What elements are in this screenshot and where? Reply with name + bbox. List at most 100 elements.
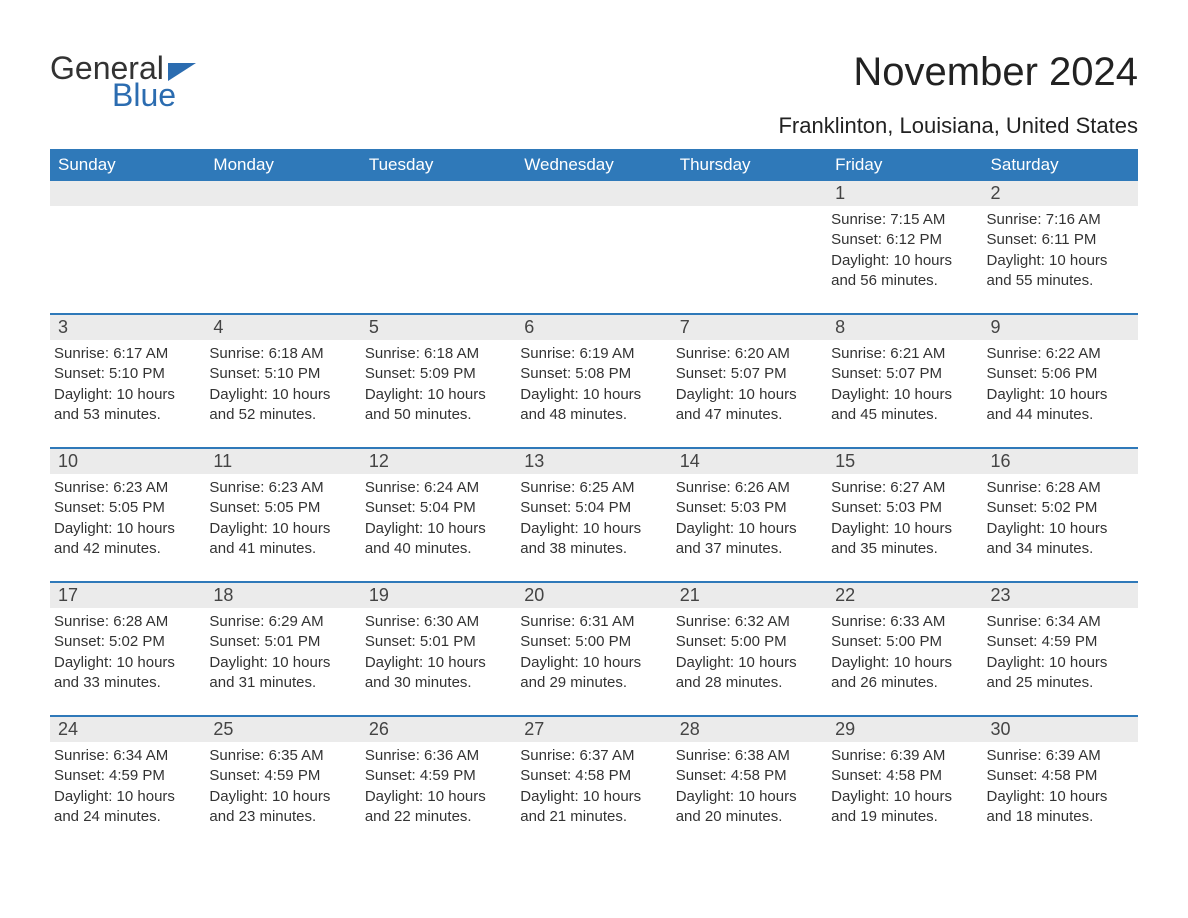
day-details: Sunrise: 6:34 AMSunset: 4:59 PMDaylight:… — [50, 742, 205, 831]
calendar-week-row: 10Sunrise: 6:23 AMSunset: 5:05 PMDayligh… — [50, 447, 1138, 567]
day-number: 7 — [672, 315, 827, 340]
daylight-text: Daylight: 10 hours and 18 minutes. — [987, 787, 1134, 828]
weekday-header-cell: Monday — [205, 149, 360, 181]
daylight-text: Daylight: 10 hours and 34 minutes. — [987, 519, 1134, 560]
sunset-text: Sunset: 5:04 PM — [365, 498, 512, 518]
calendar-day-cell: 2Sunrise: 7:16 AMSunset: 6:11 PMDaylight… — [983, 181, 1138, 299]
sunrise-text: Sunrise: 6:21 AM — [831, 344, 978, 364]
sunset-text: Sunset: 4:59 PM — [365, 766, 512, 786]
day-details — [672, 206, 827, 214]
sunrise-text: Sunrise: 6:27 AM — [831, 478, 978, 498]
day-details: Sunrise: 6:36 AMSunset: 4:59 PMDaylight:… — [361, 742, 516, 831]
sunrise-text: Sunrise: 6:38 AM — [676, 746, 823, 766]
sunset-text: Sunset: 5:00 PM — [676, 632, 823, 652]
day-details: Sunrise: 6:33 AMSunset: 5:00 PMDaylight:… — [827, 608, 982, 697]
daylight-text: Daylight: 10 hours and 21 minutes. — [520, 787, 667, 828]
sunset-text: Sunset: 4:59 PM — [987, 632, 1134, 652]
calendar-day-cell: 25Sunrise: 6:35 AMSunset: 4:59 PMDayligh… — [205, 717, 360, 835]
calendar-day-cell: 14Sunrise: 6:26 AMSunset: 5:03 PMDayligh… — [672, 449, 827, 567]
daylight-text: Daylight: 10 hours and 33 minutes. — [54, 653, 201, 694]
sunset-text: Sunset: 6:11 PM — [987, 230, 1134, 250]
sunset-text: Sunset: 4:58 PM — [987, 766, 1134, 786]
day-details: Sunrise: 6:21 AMSunset: 5:07 PMDaylight:… — [827, 340, 982, 429]
weekday-header-cell: Friday — [827, 149, 982, 181]
sunset-text: Sunset: 5:05 PM — [54, 498, 201, 518]
daylight-text: Daylight: 10 hours and 19 minutes. — [831, 787, 978, 828]
sunset-text: Sunset: 5:07 PM — [676, 364, 823, 384]
daylight-text: Daylight: 10 hours and 24 minutes. — [54, 787, 201, 828]
day-number: 24 — [50, 717, 205, 742]
calendar-day-cell: 26Sunrise: 6:36 AMSunset: 4:59 PMDayligh… — [361, 717, 516, 835]
calendar-day-cell — [361, 181, 516, 299]
sunrise-text: Sunrise: 6:30 AM — [365, 612, 512, 632]
day-details: Sunrise: 6:31 AMSunset: 5:00 PMDaylight:… — [516, 608, 671, 697]
sunset-text: Sunset: 4:58 PM — [831, 766, 978, 786]
sunset-text: Sunset: 4:58 PM — [520, 766, 667, 786]
day-details: Sunrise: 6:29 AMSunset: 5:01 PMDaylight:… — [205, 608, 360, 697]
day-details: Sunrise: 6:39 AMSunset: 4:58 PMDaylight:… — [827, 742, 982, 831]
weekday-header-cell: Thursday — [672, 149, 827, 181]
day-number: 17 — [50, 583, 205, 608]
sunrise-text: Sunrise: 6:33 AM — [831, 612, 978, 632]
sunrise-text: Sunrise: 6:29 AM — [209, 612, 356, 632]
sunset-text: Sunset: 5:00 PM — [520, 632, 667, 652]
calendar-week-row: 3Sunrise: 6:17 AMSunset: 5:10 PMDaylight… — [50, 313, 1138, 433]
sunset-text: Sunset: 5:07 PM — [831, 364, 978, 384]
sunrise-text: Sunrise: 6:32 AM — [676, 612, 823, 632]
day-number: 5 — [361, 315, 516, 340]
day-number: 30 — [983, 717, 1138, 742]
daylight-text: Daylight: 10 hours and 40 minutes. — [365, 519, 512, 560]
calendar-week-row: 17Sunrise: 6:28 AMSunset: 5:02 PMDayligh… — [50, 581, 1138, 701]
daylight-text: Daylight: 10 hours and 41 minutes. — [209, 519, 356, 560]
day-details: Sunrise: 6:23 AMSunset: 5:05 PMDaylight:… — [205, 474, 360, 563]
sunrise-text: Sunrise: 6:39 AM — [987, 746, 1134, 766]
daylight-text: Daylight: 10 hours and 26 minutes. — [831, 653, 978, 694]
day-number: 11 — [205, 449, 360, 474]
calendar-week-row: 24Sunrise: 6:34 AMSunset: 4:59 PMDayligh… — [50, 715, 1138, 835]
sunrise-text: Sunrise: 6:18 AM — [365, 344, 512, 364]
calendar-day-cell: 17Sunrise: 6:28 AMSunset: 5:02 PMDayligh… — [50, 583, 205, 701]
day-number: 1 — [827, 181, 982, 206]
calendar-day-cell: 9Sunrise: 6:22 AMSunset: 5:06 PMDaylight… — [983, 315, 1138, 433]
day-number — [672, 181, 827, 206]
day-details: Sunrise: 6:22 AMSunset: 5:06 PMDaylight:… — [983, 340, 1138, 429]
daylight-text: Daylight: 10 hours and 50 minutes. — [365, 385, 512, 426]
day-details: Sunrise: 6:20 AMSunset: 5:07 PMDaylight:… — [672, 340, 827, 429]
calendar-day-cell: 8Sunrise: 6:21 AMSunset: 5:07 PMDaylight… — [827, 315, 982, 433]
calendar-day-cell: 12Sunrise: 6:24 AMSunset: 5:04 PMDayligh… — [361, 449, 516, 567]
sunrise-text: Sunrise: 6:23 AM — [54, 478, 201, 498]
weekday-header-cell: Saturday — [983, 149, 1138, 181]
calendar-day-cell: 11Sunrise: 6:23 AMSunset: 5:05 PMDayligh… — [205, 449, 360, 567]
day-details: Sunrise: 6:24 AMSunset: 5:04 PMDaylight:… — [361, 474, 516, 563]
day-details: Sunrise: 6:26 AMSunset: 5:03 PMDaylight:… — [672, 474, 827, 563]
day-number: 10 — [50, 449, 205, 474]
daylight-text: Daylight: 10 hours and 48 minutes. — [520, 385, 667, 426]
sunset-text: Sunset: 5:01 PM — [365, 632, 512, 652]
day-number: 22 — [827, 583, 982, 608]
calendar-day-cell: 24Sunrise: 6:34 AMSunset: 4:59 PMDayligh… — [50, 717, 205, 835]
calendar-day-cell: 29Sunrise: 6:39 AMSunset: 4:58 PMDayligh… — [827, 717, 982, 835]
day-number: 21 — [672, 583, 827, 608]
day-number: 16 — [983, 449, 1138, 474]
day-details: Sunrise: 6:38 AMSunset: 4:58 PMDaylight:… — [672, 742, 827, 831]
day-number: 13 — [516, 449, 671, 474]
daylight-text: Daylight: 10 hours and 23 minutes. — [209, 787, 356, 828]
daylight-text: Daylight: 10 hours and 45 minutes. — [831, 385, 978, 426]
day-number — [361, 181, 516, 206]
daylight-text: Daylight: 10 hours and 52 minutes. — [209, 385, 356, 426]
day-details: Sunrise: 6:28 AMSunset: 5:02 PMDaylight:… — [983, 474, 1138, 563]
day-details: Sunrise: 6:32 AMSunset: 5:00 PMDaylight:… — [672, 608, 827, 697]
month-title: November 2024 — [778, 50, 1138, 95]
sunset-text: Sunset: 5:06 PM — [987, 364, 1134, 384]
day-details: Sunrise: 6:35 AMSunset: 4:59 PMDaylight:… — [205, 742, 360, 831]
sunrise-text: Sunrise: 6:18 AM — [209, 344, 356, 364]
daylight-text: Daylight: 10 hours and 35 minutes. — [831, 519, 978, 560]
day-details: Sunrise: 6:25 AMSunset: 5:04 PMDaylight:… — [516, 474, 671, 563]
day-details: Sunrise: 7:15 AMSunset: 6:12 PMDaylight:… — [827, 206, 982, 295]
day-details — [205, 206, 360, 214]
sunrise-text: Sunrise: 6:39 AM — [831, 746, 978, 766]
page-header: General Blue November 2024 Franklinton, … — [50, 50, 1138, 139]
day-details: Sunrise: 7:16 AMSunset: 6:11 PMDaylight:… — [983, 206, 1138, 295]
calendar-grid: SundayMondayTuesdayWednesdayThursdayFrid… — [50, 149, 1138, 835]
day-number: 8 — [827, 315, 982, 340]
